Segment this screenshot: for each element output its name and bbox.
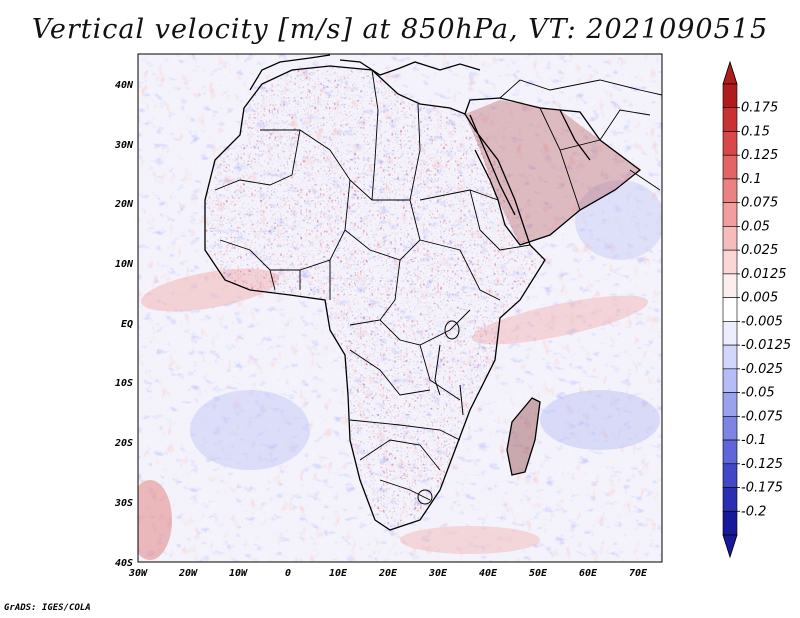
y-tick-label: 10S	[115, 378, 133, 389]
x-tick-label: 40E	[479, 568, 498, 579]
red-sea-line	[469, 114, 516, 216]
colorbar-swatch	[722, 107, 738, 132]
field-positive-patch	[138, 480, 172, 560]
colorbar-swatch	[722, 487, 738, 512]
y-axis: 40N 30N 20N 10N EQ 10S 20S 30S 40S	[114, 80, 134, 569]
field-negative-patch	[540, 390, 660, 450]
colorbar-label: -0.075	[741, 409, 783, 424]
colorbar-label: -0.125	[741, 457, 783, 472]
y-tick-label: 30S	[114, 498, 133, 509]
colorbar-label: 0.15	[741, 124, 770, 139]
colorbar-swatch	[722, 368, 738, 393]
colorbar-label: 0.025	[741, 243, 778, 258]
colorbar-swatch	[722, 297, 738, 322]
colorbar-swatch	[722, 178, 738, 203]
colorbar-label: -0.005	[741, 314, 783, 329]
arabia-field	[465, 100, 640, 245]
colorbar-swatch	[722, 226, 738, 251]
colorbar-swatch	[722, 463, 738, 488]
lakes	[417, 320, 464, 505]
colorbar-label: 0.075	[741, 196, 778, 211]
country-borders	[214, 69, 662, 501]
y-tick-label: 40S	[115, 558, 133, 569]
colorbar-label: 0.005	[741, 291, 778, 306]
colorbar-swatch	[722, 273, 738, 298]
x-tick-label: 10E	[329, 568, 348, 579]
x-tick-label: 20W	[178, 568, 198, 579]
y-tick-label: 40N	[115, 80, 134, 91]
y-tick-label: 30N	[114, 140, 134, 151]
colorbar-label: 0.175	[741, 101, 778, 116]
x-axis: 30W 20W 10W 0 10E 20E 30E 40E 50E 60E 70…	[128, 568, 648, 579]
colorbar-label: -0.0125	[741, 338, 791, 353]
colorbar-label: 0.125	[741, 148, 778, 163]
colorbar-swatch	[722, 321, 738, 346]
x-tick-label: 0	[285, 568, 291, 579]
y-tick-label: 20N	[114, 199, 134, 210]
colorbar-swatch	[722, 83, 738, 109]
plot-area	[137, 53, 663, 563]
gulf-line	[559, 109, 591, 161]
colorbar-top-arrow	[722, 60, 738, 85]
field-positive-patch	[400, 526, 540, 554]
y-tick-label: 20S	[114, 438, 133, 449]
africa-coastline	[204, 65, 546, 531]
colorbar-swatch	[722, 344, 738, 370]
x-tick-label: 60E	[579, 568, 598, 579]
arabia-coastline	[464, 97, 642, 246]
colorbar-swatch	[722, 416, 738, 441]
field-negative-patch	[190, 390, 310, 470]
colorbar-label: -0.2	[741, 504, 766, 519]
y-tick-label: EQ	[121, 319, 133, 330]
europe-coastline	[249, 54, 481, 91]
colorbar-swatch	[722, 249, 738, 275]
colorbar-label: 0.05	[741, 219, 770, 234]
colorbar-label: -0.175	[741, 481, 783, 496]
colorbar-label: -0.05	[741, 386, 775, 401]
coastlines	[204, 54, 642, 531]
x-tick-label: 70E	[629, 568, 648, 579]
colorbar-label: -0.1	[741, 433, 766, 448]
colorbar-swatch	[722, 131, 738, 156]
y-tick-label: 10N	[115, 259, 134, 270]
colorbar-swatch	[722, 202, 738, 227]
x-tick-label: 30W	[128, 568, 148, 579]
colorbar-bottom-arrow	[722, 534, 738, 559]
x-tick-label: 20E	[378, 568, 398, 579]
x-tick-label: 30E	[428, 568, 448, 579]
x-tick-label: 10W	[229, 568, 248, 579]
colorbar-label: 0.0125	[741, 267, 787, 282]
x-tick-label: 50E	[529, 568, 548, 579]
field-positive-patch	[471, 295, 649, 345]
credit-label: GrADS: IGES/COLA	[4, 603, 91, 613]
colorbar-swatch	[722, 510, 738, 536]
madagascar-coastline	[506, 397, 541, 476]
colorbar-swatch	[722, 154, 738, 180]
madagascar-field	[507, 398, 540, 475]
colorbar: 0.175 0.15 0.125 0.1 0.075 0.05 0.025 0.0125 0.0…	[722, 60, 791, 559]
colorbar-label: -0.025	[741, 362, 783, 377]
plot-frame	[137, 53, 663, 563]
colorbar-label: 0.1	[741, 172, 762, 187]
colorbar-swatch	[722, 439, 738, 465]
colorbar-swatch	[722, 392, 738, 417]
chart-title: Vertical velocity [m/s] at 850hPa, VT: 2…	[31, 14, 769, 45]
